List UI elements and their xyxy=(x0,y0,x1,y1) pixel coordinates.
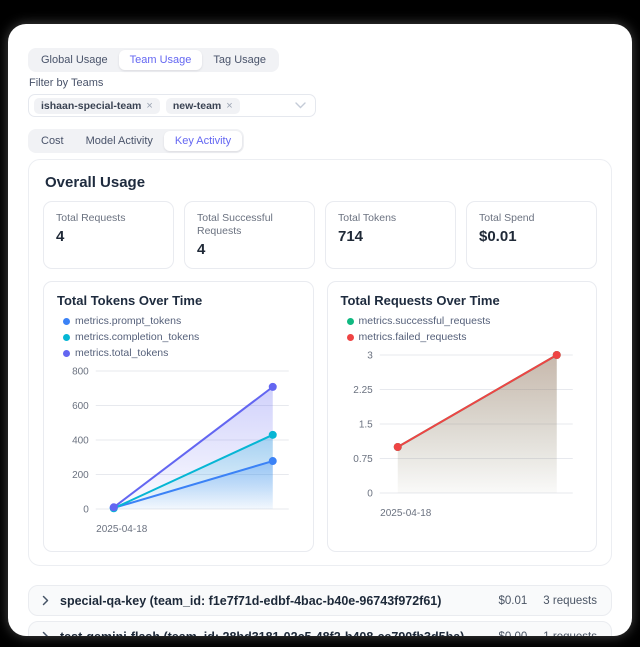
svg-text:2025-04-18: 2025-04-18 xyxy=(96,524,148,535)
svg-text:2025-04-18: 2025-04-18 xyxy=(380,508,432,519)
team-chip-ishaan-special-team[interactable]: ishaan-special-team × xyxy=(34,97,160,114)
overall-usage-title: Overall Usage xyxy=(45,174,146,191)
legend-label: metrics.completion_tokens xyxy=(75,331,200,344)
series-dot-icon xyxy=(63,349,70,357)
stat-label: Total Spend xyxy=(479,212,535,224)
key-row-requests: 1 requests xyxy=(543,631,597,636)
stats-row: Total Requests 4 Total Successful Reques… xyxy=(43,201,597,270)
tokens-chart-legend: metrics.prompt_tokens metrics.completion… xyxy=(63,315,302,359)
tokens-area-chart: 0 200 400 600 800 2025-04-18 xyxy=(72,367,289,535)
tab-key-activity[interactable]: Key Activity xyxy=(163,131,243,151)
series-dot-icon xyxy=(63,317,70,325)
stat-total-requests: Total Requests 4 xyxy=(43,201,174,270)
stat-total-tokens: Total Tokens 714 xyxy=(325,201,456,270)
requests-chart-card: Total Requests Over Time metrics.success… xyxy=(326,281,597,553)
stat-label: Total Requests xyxy=(56,212,126,224)
key-rows-list: special-qa-key (team_id: f1e7f71d-edbf-4… xyxy=(28,585,612,636)
activity-tablist: Cost Model Activity Key Activity xyxy=(28,129,245,153)
charts-row: Total Tokens Over Time metrics.prompt_to… xyxy=(43,281,597,553)
team-filter-select[interactable]: ishaan-special-team × new-team × xyxy=(28,94,316,117)
tab-team-usage[interactable]: Team Usage xyxy=(118,50,203,70)
stat-label: Total Tokens xyxy=(338,212,397,224)
stat-value: 714 xyxy=(338,228,364,246)
legend-item: metrics.completion_tokens xyxy=(63,331,199,343)
series-dot-icon xyxy=(346,317,354,325)
requests-chart-title: Total Requests Over Time xyxy=(340,293,500,309)
legend-item: metrics.prompt_tokens xyxy=(63,315,181,327)
stat-total-spend: Total Spend $0.01 xyxy=(466,201,597,270)
key-row-title: test-gemini-flash (team_id: 28bd3181-02c… xyxy=(60,630,489,636)
svg-text:0: 0 xyxy=(367,489,373,500)
stat-label: Total Successful Requests xyxy=(197,212,273,238)
svg-text:400: 400 xyxy=(72,436,89,447)
legend-item: metrics.total_tokens xyxy=(63,347,168,359)
svg-text:600: 600 xyxy=(72,401,89,412)
tab-tag-usage[interactable]: Tag Usage xyxy=(202,50,277,70)
tab-model-activity[interactable]: Model Activity xyxy=(75,131,164,151)
stat-total-successful-requests: Total Successful Requests 4 xyxy=(184,201,315,270)
svg-text:200: 200 xyxy=(72,470,89,481)
key-row-test-gemini-flash[interactable]: test-gemini-flash (team_id: 28bd3181-02c… xyxy=(28,621,612,636)
tokens-chart-card: Total Tokens Over Time metrics.prompt_to… xyxy=(43,281,314,553)
tokens-chart-title: Total Tokens Over Time xyxy=(57,293,203,309)
key-row-special-qa-key[interactable]: special-qa-key (team_id: f1e7f71d-edbf-4… xyxy=(28,585,612,617)
requests-area-chart: 0 0.75 1.5 2.25 3 2025-04-18 xyxy=(353,351,573,519)
remove-chip-icon[interactable]: × xyxy=(146,99,153,112)
series-dot-icon xyxy=(63,333,70,341)
svg-text:0.75: 0.75 xyxy=(353,454,373,465)
stat-value: 4 xyxy=(56,228,65,246)
chevron-down-icon xyxy=(295,102,306,109)
key-row-spend: $0.00 xyxy=(499,631,528,636)
tab-global-usage[interactable]: Global Usage xyxy=(30,50,119,70)
filter-by-teams-label: Filter by Teams xyxy=(29,77,104,89)
svg-text:3: 3 xyxy=(367,351,373,362)
svg-text:0: 0 xyxy=(83,505,89,516)
legend-item: metrics.failed_requests xyxy=(346,331,467,344)
legend-label: metrics.successful_requests xyxy=(358,315,491,328)
key-row-requests: 3 requests xyxy=(543,594,597,607)
svg-text:800: 800 xyxy=(72,367,89,378)
key-row-spend: $0.01 xyxy=(498,594,528,607)
legend-item: metrics.successful_requests xyxy=(346,315,491,328)
key-row-title: special-qa-key (team_id: f1e7f71d-edbf-4… xyxy=(60,593,442,608)
legend-label: metrics.failed_requests xyxy=(358,331,467,344)
stat-value: $0.01 xyxy=(479,228,517,246)
dashboard-panel: Global Usage Team Usage Tag Usage Filter… xyxy=(8,24,632,636)
svg-text:1.5: 1.5 xyxy=(358,420,372,431)
svg-text:2.25: 2.25 xyxy=(353,385,373,396)
team-chip-label: ishaan-special-team xyxy=(41,99,142,112)
series-dot-icon xyxy=(346,333,354,341)
legend-label: metrics.prompt_tokens xyxy=(75,315,182,328)
remove-chip-icon[interactable]: × xyxy=(226,99,233,112)
team-chip-new-team[interactable]: new-team × xyxy=(165,97,240,114)
usage-scope-tablist: Global Usage Team Usage Tag Usage xyxy=(28,48,280,72)
tab-cost[interactable]: Cost xyxy=(30,131,75,151)
team-chip-label: new-team xyxy=(172,99,222,112)
chevron-right-icon xyxy=(41,631,50,636)
legend-label: metrics.total_tokens xyxy=(75,347,169,360)
overall-usage-card: Overall Usage Total Requests 4 Total Suc… xyxy=(28,159,612,567)
chevron-right-icon xyxy=(41,595,50,606)
requests-chart-legend: metrics.successful_requests metrics.fail… xyxy=(346,315,586,344)
stat-value: 4 xyxy=(197,241,206,259)
